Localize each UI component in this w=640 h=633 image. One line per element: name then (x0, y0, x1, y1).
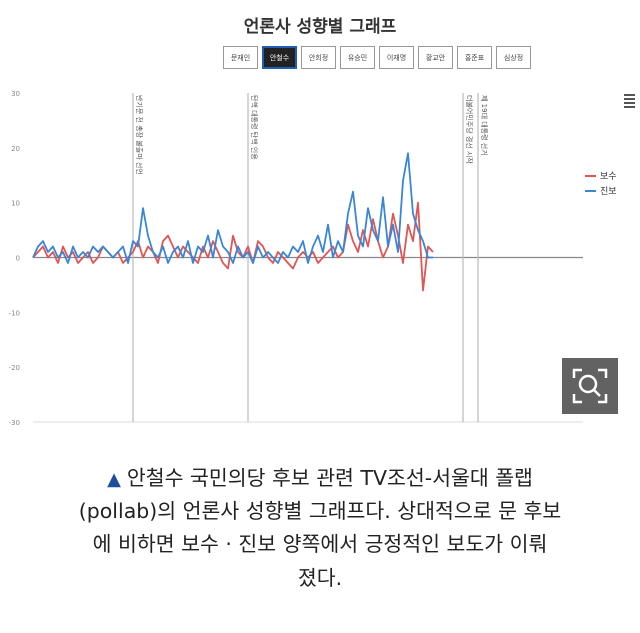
chart-title: 언론사 성향별 그래프 (243, 17, 397, 37)
zoom-magnifier-icon (572, 368, 608, 404)
series-line-1 (32, 152, 433, 264)
caption-line-2: (pollab)의 언론사 성향별 그래프다. 상대적으로 문 후보 (78, 499, 562, 524)
candidate-tabs: 문재인 안철수 안희정 유승민 이재명 황교안 홍준표 심상정 (223, 46, 531, 70)
tab-candidate-1[interactable]: 문재인 (223, 46, 258, 69)
y-tick-label-6: -30 (9, 419, 20, 427)
legend-label-1: 진보 (600, 186, 617, 197)
y-tick-label-5: -20 (9, 364, 20, 372)
tab-candidate-4[interactable]: 유승민 (340, 46, 375, 69)
annotation-label-2: 더불어민주당 경선 시작 (465, 95, 474, 164)
zoom-button[interactable] (562, 358, 618, 414)
caption-line-3: 에 비하면 보수 · 진보 양쪽에서 긍정적인 보도가 이뤄 (92, 532, 548, 557)
hamburger-menu-icon[interactable] (624, 94, 635, 110)
annotation-label-3: 제 19대 대통령 선거 (480, 95, 489, 156)
caption-line-4: 졌다. (297, 565, 343, 590)
tab-candidate-7[interactable]: 홍준표 (457, 46, 492, 69)
series-line-0 (32, 201, 434, 292)
y-tick-label-0: 30 (11, 90, 20, 98)
chart-area: 언론사 성향별 그래프 문재인 안철수 안희정 유승민 이재명 황교안 홍준표 … (8, 17, 635, 427)
tab-candidate-8[interactable]: 심상정 (496, 46, 531, 69)
y-tick-label-2: 10 (11, 200, 20, 208)
tab-candidate-2[interactable]: 안철수 (262, 46, 297, 69)
annotation-label-0: 반기문 전 총장 불출마 선언 (135, 95, 144, 175)
caption-line-1: 안철수 국민의당 후보 관련 TV조선-서울대 폴랩 (126, 466, 533, 490)
y-tick-label-4: -10 (9, 309, 20, 317)
photo-caption: ▲ 안철수 국민의당 후보 관련 TV조선-서울대 폴랩 (pollab)의 언론… (20, 462, 620, 595)
y-tick-label-3: 0 (16, 255, 20, 263)
line-plot: 30 20 10 0 -10 -20 -30 반기문 전 총장 불출마 선언 탄핵 대통령 탄핵… (9, 90, 617, 427)
y-tick-label-1: 20 (11, 145, 20, 153)
triangle-marker-icon: ▲ (107, 469, 121, 490)
legend-label-0: 보수 (600, 171, 617, 182)
tab-candidate-5[interactable]: 이재명 (379, 46, 414, 69)
tab-candidate-3[interactable]: 안희정 (301, 46, 336, 69)
tab-candidate-6[interactable]: 황교안 (418, 46, 453, 69)
annotation-label-1: 탄핵 대통령 탄핵 인용 (250, 95, 259, 160)
